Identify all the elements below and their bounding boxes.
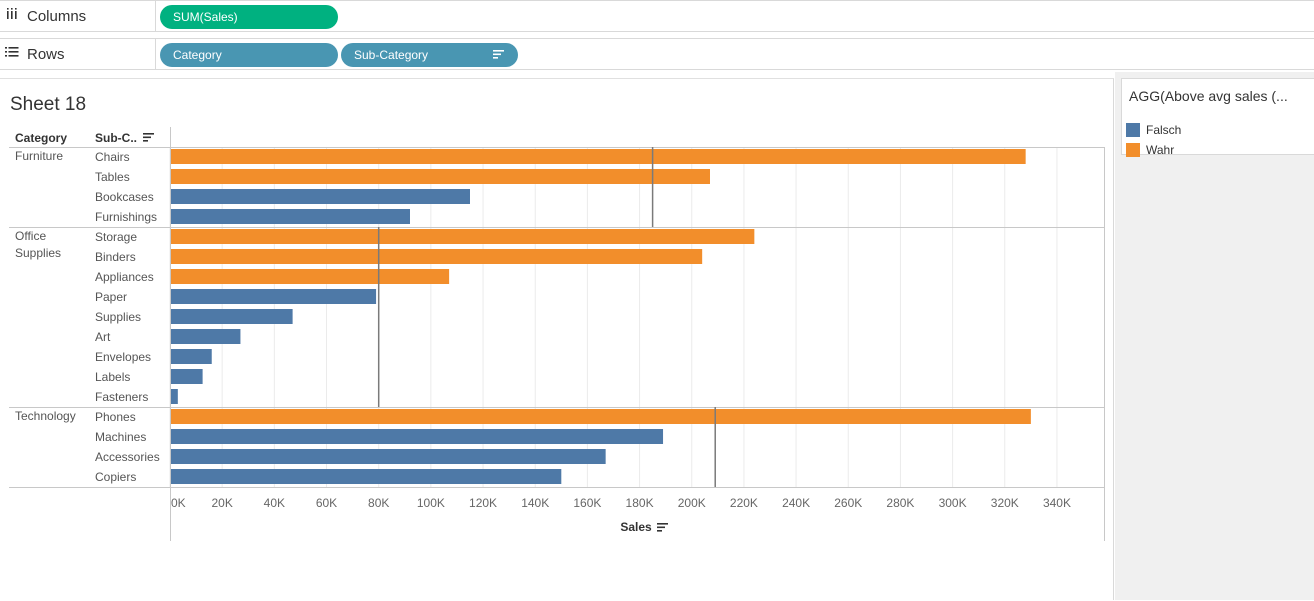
subcategory-label-machines: Machines [95, 430, 146, 444]
bar-copiers[interactable] [170, 469, 562, 484]
subcategory-label-supplies: Supplies [95, 310, 141, 324]
rows-shelf[interactable]: Rows Category Sub-Category [0, 38, 1314, 70]
x-tick-label-12: 240K [782, 496, 810, 510]
subcategory-label-chairs: Chairs [95, 150, 130, 164]
bar-furnishings[interactable] [170, 209, 410, 224]
category-label-1-1: Supplies [15, 246, 61, 260]
bar-envelopes[interactable] [170, 349, 212, 364]
header-sort-icon-bar-2 [143, 140, 148, 142]
color-legend[interactable]: AGG(Above avg sales (... Falsch Wahr [1121, 78, 1314, 157]
subcategory-label-labels: Labels [95, 370, 130, 384]
x-tick-label-14: 280K [886, 496, 914, 510]
columns-shelf[interactable]: Columns SUM(Sales) [0, 0, 1314, 32]
rows-icon [5, 46, 21, 62]
legend-item-wahr[interactable]: Wahr [1126, 143, 1174, 157]
shelves-area: Columns SUM(Sales) Rows Category Sub-Cat… [0, 0, 1314, 72]
x-tick-label-16: 320K [991, 496, 1019, 510]
bar-machines[interactable] [170, 429, 664, 444]
category-label-1-0: Office [15, 229, 46, 243]
category-label-0-0: Furniture [15, 149, 63, 163]
x-tick-label-8: 160K [573, 496, 601, 510]
header-sort-icon-bar-1 [143, 136, 151, 139]
x-tick-label-9: 180K [626, 496, 654, 510]
bar-art[interactable] [170, 329, 241, 344]
subcategory-label-envelopes: Envelopes [95, 350, 151, 364]
bar-fasteners[interactable] [170, 389, 178, 404]
subcategory-label-phones: Phones [95, 410, 136, 424]
bar-labels[interactable] [170, 369, 203, 384]
x-axis-sort-icon-bar-1 [657, 526, 665, 529]
columns-shelf-header: Columns [0, 1, 156, 31]
rows-shelf-header: Rows [0, 39, 156, 69]
bar-tables[interactable] [170, 169, 710, 184]
subcategory-label-accessories: Accessories [95, 450, 160, 464]
x-tick-label-15: 300K [939, 496, 967, 510]
viz-area: Sheet 18 Category Sub-C.. Furniture Chairs T… [0, 78, 1114, 600]
category-pill-label: Category [173, 48, 222, 62]
subcategory-header: Sub-C.. [95, 131, 137, 145]
bar-storage[interactable] [170, 229, 755, 244]
legend-item-falsch[interactable]: Falsch [1126, 123, 1181, 137]
columns-icon [5, 8, 21, 24]
x-tick-label-7: 140K [521, 496, 549, 510]
x-axis-title: Sales [620, 520, 652, 534]
x-tick-label-1: 20K [211, 496, 232, 510]
category-header: Category [15, 131, 67, 145]
columns-label: Columns [27, 7, 87, 25]
subcategory-label-furnishings: Furnishings [95, 210, 157, 224]
subcategory-label-paper: Paper [95, 290, 127, 304]
sub-category-pill-label: Sub-Category [354, 48, 429, 62]
bar-chart: Category Sub-C.. Furniture Chairs Tables Book… [9, 127, 1105, 541]
legend-label-wahr: Wahr [1146, 143, 1175, 157]
subcategory-label-bookcases: Bookcases [95, 190, 154, 204]
x-tick-label-0: 0K [171, 496, 186, 510]
x-tick-label-6: 120K [469, 496, 497, 510]
legend-swatch-wahr [1126, 143, 1140, 157]
subcategory-label-binders: Binders [95, 250, 136, 264]
x-tick-label-5: 100K [417, 496, 445, 510]
subcategory-label-copiers: Copiers [95, 470, 136, 484]
bar-paper[interactable] [170, 289, 377, 304]
subcategory-label-fasteners: Fasteners [95, 390, 148, 404]
x-tick-label-10: 200K [678, 496, 706, 510]
bar-chairs[interactable] [170, 149, 1026, 164]
bar-supplies[interactable] [170, 309, 293, 324]
bar-appliances[interactable] [170, 269, 450, 284]
sum-sales-pill[interactable]: SUM(Sales) [160, 5, 338, 29]
subcategory-label-art: Art [95, 330, 111, 344]
subcategory-label-appliances: Appliances [95, 270, 154, 284]
sub-category-pill[interactable]: Sub-Category [341, 43, 518, 67]
x-axis-sort-icon-bar-2 [657, 530, 662, 532]
x-axis-sort-icon-bar-0 [657, 523, 668, 525]
header-sort-icon-bar-0 [143, 133, 154, 135]
category-pill[interactable]: Category [160, 43, 338, 67]
x-tick-label-2: 40K [264, 496, 285, 510]
sort-descending-icon[interactable] [493, 48, 505, 60]
legend-swatch-falsch [1126, 123, 1140, 137]
x-tick-label-13: 260K [834, 496, 862, 510]
rows-label: Rows [27, 45, 65, 63]
sheet-title: Sheet 18 [10, 94, 87, 115]
x-tick-label-3: 60K [316, 496, 337, 510]
legend-title: AGG(Above avg sales (... [1129, 88, 1288, 104]
bar-accessories[interactable] [170, 449, 606, 464]
bar-phones[interactable] [170, 409, 1031, 424]
subcategory-label-storage: Storage [95, 230, 137, 244]
legend-label-falsch: Falsch [1146, 123, 1182, 137]
bar-bookcases[interactable] [170, 189, 470, 204]
sum-sales-pill-label: SUM(Sales) [173, 10, 238, 24]
subcategory-label-tables: Tables [95, 170, 130, 184]
legend-panel: AGG(Above avg sales (... Falsch Wahr [1115, 72, 1314, 600]
x-tick-label-4: 80K [368, 496, 389, 510]
x-tick-label-11: 220K [730, 496, 758, 510]
bar-binders[interactable] [170, 249, 703, 264]
category-label-2-0: Technology [15, 409, 76, 423]
x-tick-label-17: 340K [1043, 496, 1071, 510]
